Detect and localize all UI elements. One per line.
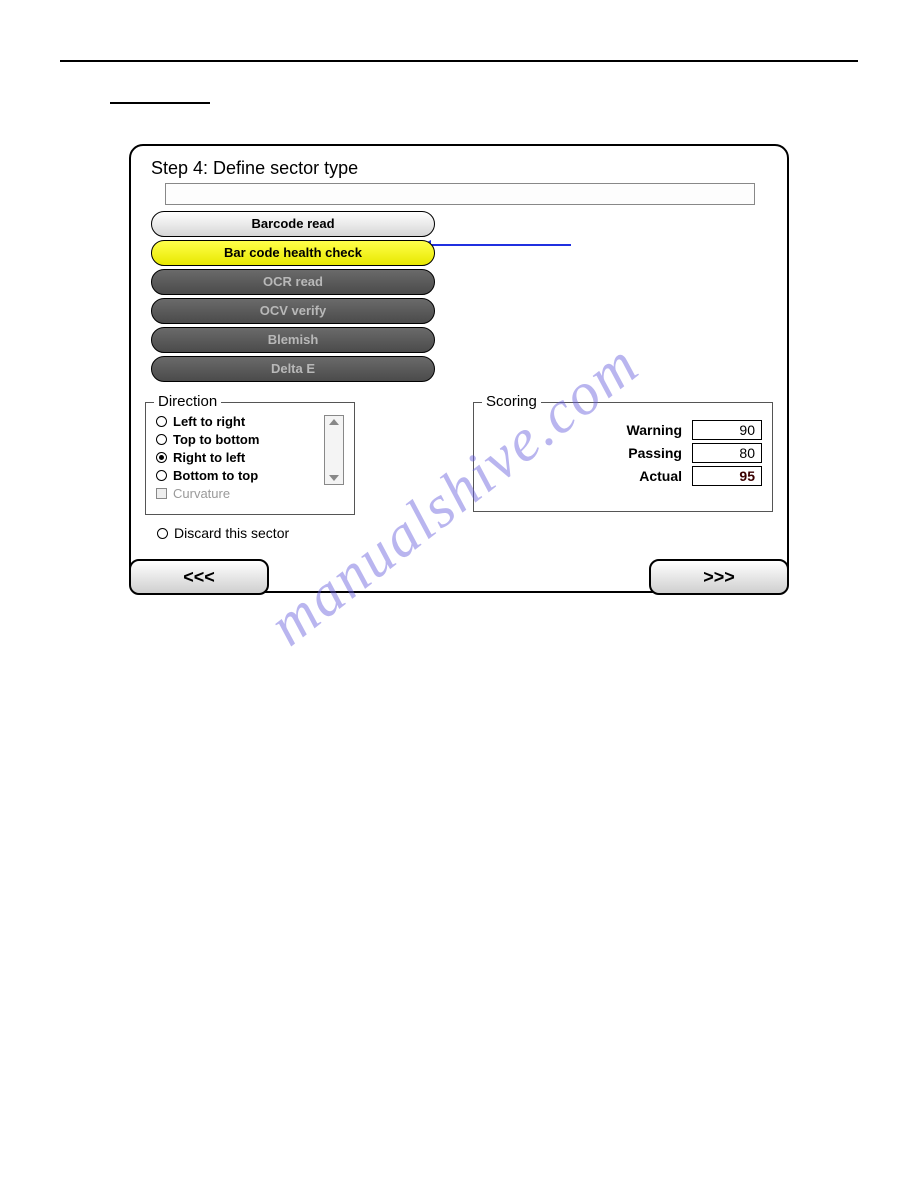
direction-fieldset: Direction Left to right Top to bottom Ri… xyxy=(145,402,355,515)
ocv-verify-button[interactable]: OCV verify xyxy=(151,298,435,324)
radio-icon xyxy=(156,470,167,481)
warning-label: Warning xyxy=(612,422,682,438)
actual-value: 95 xyxy=(692,466,762,486)
next-button[interactable]: >>> xyxy=(649,559,789,595)
discard-sector-radio[interactable]: Discard this sector xyxy=(157,525,773,541)
barcode-read-button[interactable]: Barcode read xyxy=(151,211,435,237)
direction-left-to-right[interactable]: Left to right xyxy=(156,414,344,429)
radio-icon xyxy=(156,452,167,463)
sector-text-input[interactable] xyxy=(165,183,755,205)
radio-label: Right to left xyxy=(173,450,245,465)
direction-bottom-to-top[interactable]: Bottom to top xyxy=(156,468,344,483)
direction-spinner[interactable] xyxy=(324,415,344,485)
top-divider xyxy=(60,60,858,62)
warning-value[interactable]: 90 xyxy=(692,420,762,440)
radio-icon xyxy=(156,416,167,427)
direction-legend: Direction xyxy=(154,393,221,410)
blemish-button[interactable]: Blemish xyxy=(151,327,435,353)
pointer-arrow xyxy=(431,244,571,246)
discard-label: Discard this sector xyxy=(174,525,289,541)
scoring-legend: Scoring xyxy=(482,393,541,410)
scoring-fieldset: Scoring Warning 90 Passing 80 Actual 95 xyxy=(473,402,773,512)
dialog-title: Step 4: Define sector type xyxy=(151,158,773,179)
curvature-checkbox-row: Curvature xyxy=(156,486,344,501)
chevron-down-icon xyxy=(329,475,339,481)
sector-type-buttons: Barcode read Bar code health check OCR r… xyxy=(151,211,773,382)
section-underline xyxy=(110,102,210,104)
radio-icon xyxy=(157,528,168,539)
chevron-up-icon xyxy=(329,419,339,425)
actual-label: Actual xyxy=(612,468,682,484)
radio-label: Left to right xyxy=(173,414,245,429)
radio-label: Bottom to top xyxy=(173,468,258,483)
direction-right-to-left[interactable]: Right to left xyxy=(156,450,344,465)
define-sector-dialog: Step 4: Define sector type Barcode read … xyxy=(129,144,789,593)
radio-icon xyxy=(156,434,167,445)
radio-label: Top to bottom xyxy=(173,432,259,447)
passing-value[interactable]: 80 xyxy=(692,443,762,463)
prev-button[interactable]: <<< xyxy=(129,559,269,595)
checkbox-icon xyxy=(156,488,167,499)
ocr-read-button[interactable]: OCR read xyxy=(151,269,435,295)
passing-label: Passing xyxy=(612,445,682,461)
delta-e-button[interactable]: Delta E xyxy=(151,356,435,382)
checkbox-label: Curvature xyxy=(173,486,230,501)
barcode-health-check-button[interactable]: Bar code health check xyxy=(151,240,435,266)
direction-top-to-bottom[interactable]: Top to bottom xyxy=(156,432,344,447)
